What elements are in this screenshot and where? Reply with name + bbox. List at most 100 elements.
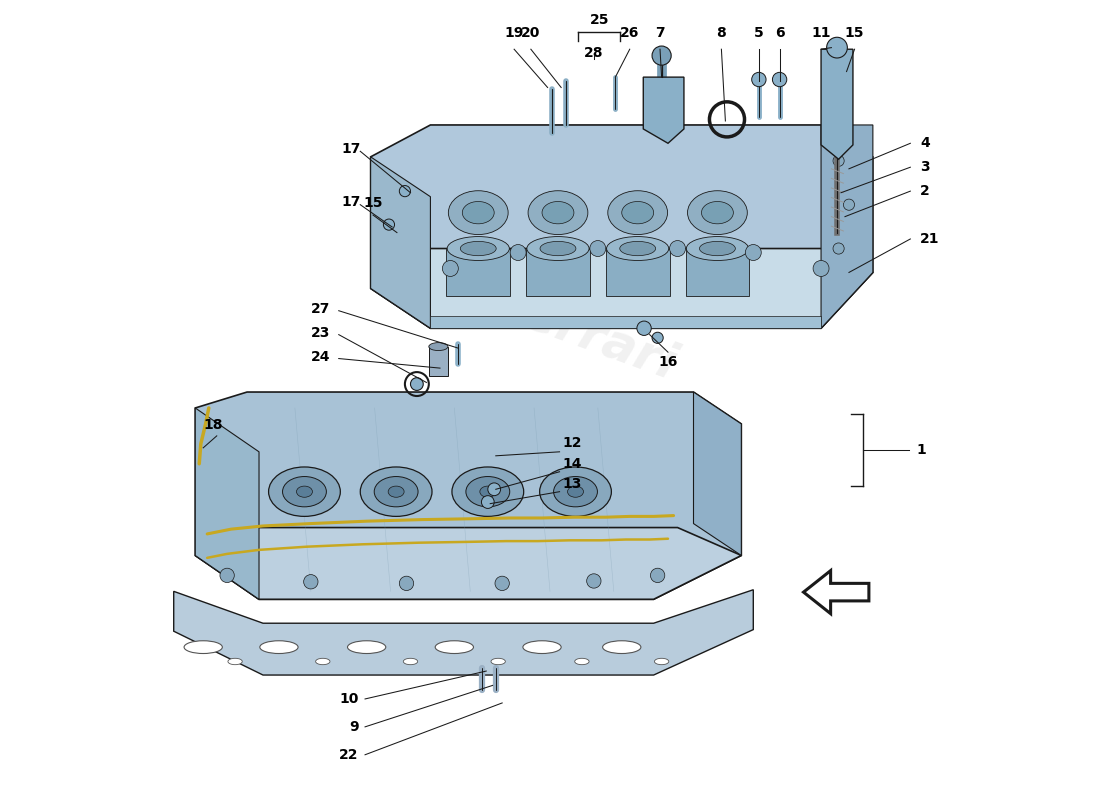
Polygon shape [644,77,684,143]
Ellipse shape [540,242,576,256]
Circle shape [637,321,651,335]
Text: parts: parts [518,387,613,445]
Text: 3: 3 [920,160,929,174]
Text: since 1985: since 1985 [569,450,691,510]
Ellipse shape [449,190,508,234]
Text: 23: 23 [310,326,330,340]
Text: 16: 16 [658,355,678,370]
Ellipse shape [348,641,386,654]
Circle shape [410,378,424,390]
Text: 17: 17 [341,142,361,156]
Polygon shape [821,125,873,328]
Text: 18: 18 [204,418,223,432]
Ellipse shape [374,477,418,507]
Ellipse shape [619,242,656,256]
Ellipse shape [460,242,496,256]
Circle shape [399,576,414,590]
Circle shape [652,46,671,65]
Ellipse shape [568,486,583,498]
Ellipse shape [466,477,509,507]
Text: 10: 10 [339,692,359,706]
Text: 20: 20 [521,26,540,40]
Circle shape [487,483,500,496]
Circle shape [220,568,234,582]
Circle shape [650,568,664,582]
Ellipse shape [603,641,641,654]
Text: 28: 28 [584,46,604,60]
Ellipse shape [228,658,242,665]
Polygon shape [174,590,754,675]
Circle shape [652,332,663,343]
Circle shape [399,186,410,197]
Polygon shape [685,249,749,296]
Circle shape [826,38,847,58]
Ellipse shape [686,237,748,261]
Ellipse shape [553,477,597,507]
Polygon shape [821,50,852,159]
Text: 26: 26 [620,26,639,40]
Ellipse shape [621,202,653,224]
Text: 5: 5 [754,26,763,40]
Ellipse shape [361,467,432,516]
Ellipse shape [316,658,330,665]
Text: 17: 17 [341,195,361,210]
Ellipse shape [522,641,561,654]
Polygon shape [371,125,873,328]
Polygon shape [430,316,821,328]
Text: ferrari: ferrari [497,283,683,390]
Ellipse shape [452,467,524,516]
Circle shape [670,241,685,257]
Ellipse shape [297,486,312,498]
Ellipse shape [429,342,448,350]
Ellipse shape [404,658,418,665]
Polygon shape [371,249,873,328]
Text: 25: 25 [590,13,609,27]
Polygon shape [195,408,258,599]
Text: 15: 15 [845,26,865,40]
Text: 27: 27 [310,302,330,316]
Text: 11: 11 [812,26,830,40]
Ellipse shape [268,467,340,516]
Circle shape [510,245,526,261]
Polygon shape [447,249,510,296]
Text: 4: 4 [920,136,929,150]
Text: 6: 6 [774,26,784,40]
Text: 1: 1 [916,443,926,458]
Circle shape [482,496,494,509]
Polygon shape [693,392,741,555]
Text: 24: 24 [310,350,330,364]
Ellipse shape [462,202,494,224]
Ellipse shape [448,237,509,261]
Circle shape [833,243,844,254]
Text: 9: 9 [349,720,359,734]
Polygon shape [429,346,448,376]
Circle shape [746,245,761,261]
Text: 19: 19 [505,26,524,40]
Ellipse shape [436,641,473,654]
Polygon shape [195,392,741,599]
Polygon shape [803,570,869,614]
Text: 2: 2 [920,184,929,198]
Circle shape [772,72,786,86]
Ellipse shape [491,658,505,665]
Ellipse shape [260,641,298,654]
Ellipse shape [606,237,669,261]
Circle shape [586,574,601,588]
Ellipse shape [527,237,590,261]
Circle shape [495,576,509,590]
Polygon shape [606,249,670,296]
Ellipse shape [574,658,590,665]
Text: 15: 15 [363,196,383,210]
Polygon shape [371,157,430,328]
Circle shape [844,199,855,210]
Text: 22: 22 [339,748,359,762]
Ellipse shape [388,486,404,498]
Text: 12: 12 [563,436,582,450]
Ellipse shape [528,190,587,234]
Text: 8: 8 [716,26,726,40]
Ellipse shape [702,202,734,224]
Polygon shape [526,249,590,296]
Text: 14: 14 [563,457,582,471]
Ellipse shape [700,242,736,256]
Circle shape [304,574,318,589]
